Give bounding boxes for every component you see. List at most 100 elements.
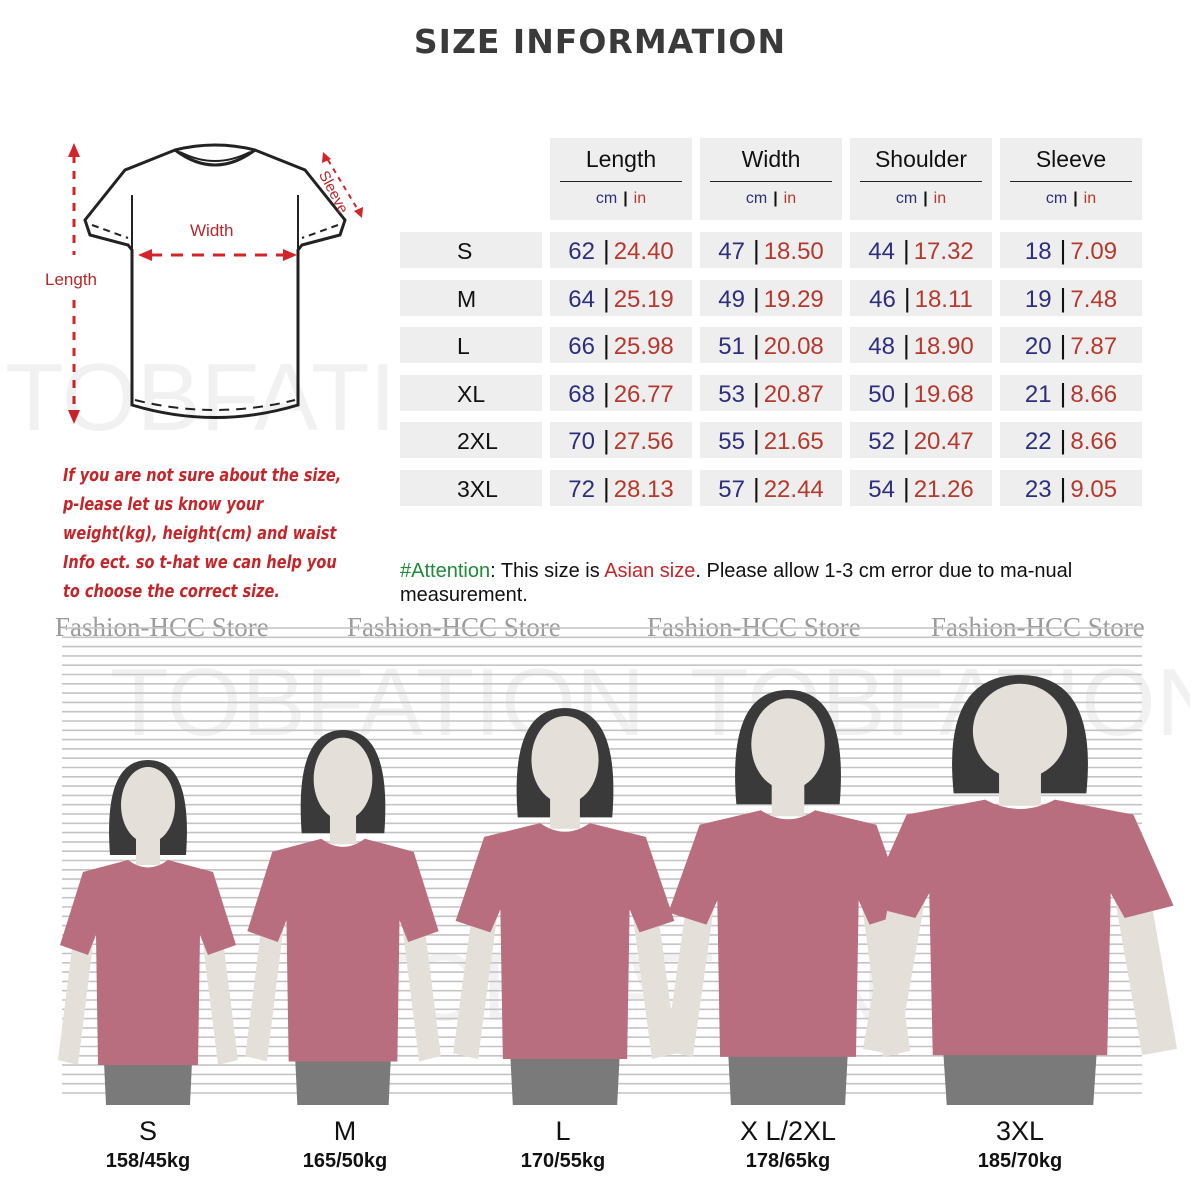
value-cm: 50 [868, 380, 895, 408]
value-in: 18.50 [763, 238, 824, 265]
separator: | [1059, 282, 1067, 313]
separator: | [923, 190, 928, 207]
measurement-cell: 19 | 7.48 [1000, 279, 1142, 316]
measurement-cell: 18 | 7.09 [1000, 232, 1142, 268]
attention-text: . Please allow 1-3 cm error due to ma-nu… [400, 560, 1073, 606]
measurement-cell: 46 | 18.11 [850, 279, 992, 316]
head [531, 716, 599, 804]
value-cm: 62 [568, 238, 595, 265]
size-label: XL [400, 374, 542, 411]
unit-label: cm | in [700, 190, 842, 208]
measurement-cell: 55 | 21.65 [700, 422, 842, 458]
value-in: 20.87 [763, 380, 824, 408]
separator: | [1059, 472, 1067, 503]
separator: | [623, 190, 628, 207]
shirt [866, 799, 1174, 1056]
measurement-cell: 52 | 20.47 [850, 422, 992, 458]
figure-m [245, 730, 441, 1105]
neck [771, 780, 805, 817]
measurement-cell: 20 | 7.87 [1000, 327, 1142, 363]
value-in: 25.19 [613, 285, 674, 313]
tshirt-outline [83, 143, 347, 419]
separator: | [602, 425, 610, 455]
unit-in: in [1083, 190, 1097, 207]
measurement-cell: 22 | 8.66 [1000, 422, 1142, 458]
shirt [247, 838, 439, 1062]
separator: | [902, 472, 910, 503]
divider [1010, 181, 1132, 182]
value-in: 20.47 [913, 428, 974, 455]
tshirt-diagram [68, 143, 363, 424]
unit-cm: cm [745, 190, 768, 207]
separator: | [602, 282, 610, 313]
size-label: 3XL [400, 469, 542, 506]
separator: | [752, 235, 760, 265]
neck [136, 835, 160, 865]
value-in: 8.66 [1070, 428, 1118, 455]
measurement-cell: 21 | 8.66 [1000, 374, 1142, 411]
separator: | [1059, 330, 1067, 360]
measurement-cell: 51 | 20.08 [700, 327, 842, 363]
value-in: 19.68 [913, 380, 974, 408]
value-cm: 48 [868, 333, 895, 360]
value-in: 22.44 [763, 475, 824, 503]
value-cm: 68 [568, 380, 595, 408]
unit-in: in [783, 190, 797, 207]
value-cm: 55 [718, 428, 745, 455]
value-in: 17.32 [913, 238, 974, 265]
separator: | [902, 425, 910, 455]
divider [860, 181, 982, 182]
measurement-cell: 48 | 18.90 [850, 327, 992, 363]
separator: | [602, 235, 610, 265]
value-cm: 22 [1024, 428, 1052, 455]
width-label: Width [190, 221, 234, 240]
separator: | [602, 377, 610, 408]
value-in: 21.26 [913, 475, 974, 503]
unit-in: in [933, 190, 947, 207]
figure-s [58, 760, 238, 1105]
measurement-cell: 68 | 26.77 [550, 374, 692, 411]
head [751, 698, 825, 790]
neck [329, 811, 357, 845]
unit-label: cm | in [550, 190, 692, 208]
head [972, 683, 1068, 779]
measurement-cell: 66 | 25.98 [550, 327, 692, 363]
separator: | [902, 377, 910, 408]
value-cm: 52 [868, 428, 895, 455]
separator: | [752, 330, 760, 360]
figure-size-label: L [555, 1116, 571, 1146]
value-cm: 20 [1024, 333, 1052, 360]
separator: | [1059, 377, 1067, 408]
brand-watermark: TOBFATION [5, 345, 395, 450]
figure-size-label: M [333, 1116, 357, 1146]
head [313, 737, 373, 821]
figure-height-weight: 165/50kg [302, 1150, 388, 1172]
figure-3xl [862, 675, 1178, 1105]
figure-xl2xl [665, 690, 911, 1105]
neck [999, 768, 1041, 806]
value-cm: 53 [718, 380, 745, 408]
measurement-cell: 44 | 17.32 [850, 232, 992, 268]
separator: | [752, 282, 760, 313]
unit-cm: cm [595, 190, 618, 207]
value-in: 28.13 [613, 475, 674, 503]
separator: | [902, 235, 910, 265]
measurement-cell: 57 | 22.44 [700, 469, 842, 506]
attention-tag: #Attention [400, 560, 491, 582]
figure-size-label: S [138, 1116, 157, 1146]
page-title: SIZE INFORMATION [413, 22, 787, 61]
value-cm: 21 [1024, 380, 1052, 408]
divider [710, 181, 832, 182]
separator: | [752, 377, 760, 408]
unit-cm: cm [1045, 190, 1068, 207]
figure-size-label: 3XL [995, 1116, 1045, 1146]
separator: | [1059, 425, 1067, 455]
height-comparison-figures [58, 627, 1178, 1105]
column-header-sleeve: Sleeve cm | in [1000, 138, 1142, 220]
value-cm: 64 [568, 285, 595, 313]
value-cm: 66 [568, 333, 595, 360]
size-label: L [400, 327, 542, 363]
value-cm: 23 [1024, 475, 1052, 503]
asian-size-highlight: Asian size [604, 560, 696, 582]
separator: | [903, 282, 911, 313]
